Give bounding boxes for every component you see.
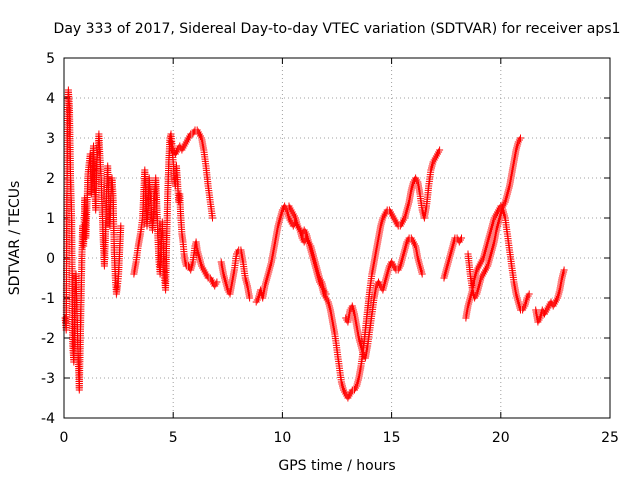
x-tick-label: 5 — [169, 430, 178, 446]
x-axis-label: GPS time / hours — [278, 458, 395, 474]
data-point — [117, 222, 125, 230]
y-tick-label: 0 — [46, 251, 55, 267]
y-tick-label: -3 — [41, 371, 55, 387]
x-tick-label: 10 — [273, 430, 291, 446]
data-point — [560, 266, 568, 274]
chart-title: Day 333 of 2017, Sidereal Day-to-day VTE… — [54, 21, 621, 37]
data-point — [436, 146, 444, 154]
x-tick-label: 15 — [383, 430, 401, 446]
ticks-layer: -4 -3 -2 -1 0 1 2 3 4 5 0 5 10 15 20 25 — [41, 51, 619, 446]
data-point — [213, 278, 221, 286]
data-point — [209, 214, 216, 222]
plot-frame — [63, 57, 611, 419]
data-point — [246, 294, 254, 302]
x-tick-label: 20 — [492, 430, 510, 446]
data-point — [525, 290, 533, 298]
x-tick-label: 25 — [601, 430, 619, 446]
x-tick-label: 0 — [60, 430, 69, 446]
data-point — [458, 234, 465, 242]
y-tick-label: 2 — [46, 171, 55, 187]
data-points — [61, 86, 568, 402]
y-tick-label: 4 — [46, 91, 55, 107]
grid-layer — [64, 58, 610, 418]
y-axis-label: SDTVAR / TECUs — [7, 181, 23, 296]
y-tick-label: 3 — [46, 131, 55, 147]
y-tick-label: 5 — [46, 51, 55, 67]
y-tick-label: -2 — [41, 331, 55, 347]
y-tick-label: -1 — [41, 291, 55, 307]
data-point — [517, 134, 524, 142]
data-point — [418, 270, 426, 278]
y-tick-label: 1 — [46, 211, 55, 227]
y-tick-label: -4 — [41, 411, 55, 427]
